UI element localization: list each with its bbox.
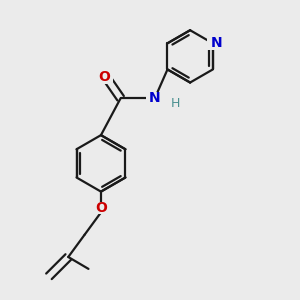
Text: N: N	[149, 91, 160, 105]
FancyBboxPatch shape	[146, 92, 164, 104]
Text: O: O	[98, 70, 109, 84]
FancyBboxPatch shape	[207, 37, 225, 50]
FancyBboxPatch shape	[92, 202, 110, 214]
Text: O: O	[95, 201, 107, 215]
Text: H: H	[170, 97, 180, 110]
Text: N: N	[211, 36, 222, 50]
FancyBboxPatch shape	[95, 71, 113, 84]
